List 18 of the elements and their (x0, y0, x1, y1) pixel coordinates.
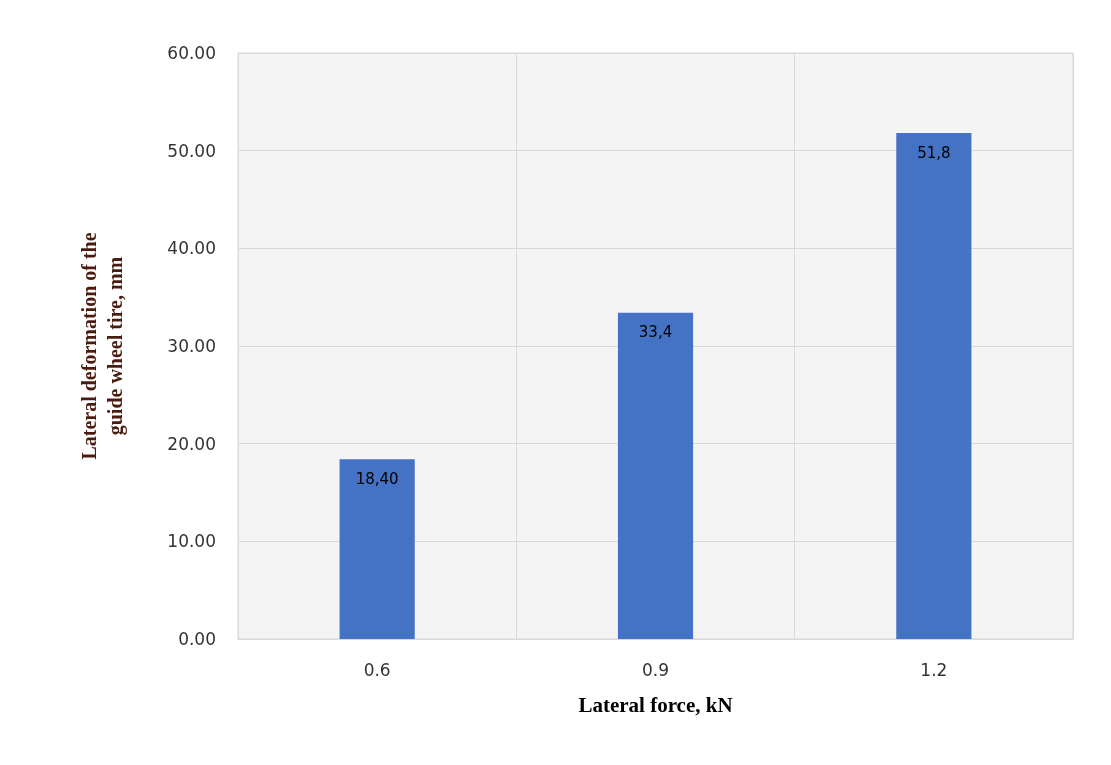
y-tick-label: 60.00 (167, 43, 216, 63)
x-tick-label: 0.6 (363, 659, 391, 680)
y-tick-label: 40.00 (167, 238, 216, 259)
bar (339, 459, 415, 639)
x-tick-label: 1.2 (920, 659, 948, 680)
y-tick-label: 0.00 (178, 629, 216, 649)
bar (896, 133, 972, 639)
data-label: 18,40 (355, 469, 399, 488)
y-tick-label: 30.00 (167, 336, 216, 356)
x-tick-label: 0.9 (641, 659, 670, 680)
x-axis-title: Lateral force, kN (578, 692, 733, 717)
y-axis-title: Lateral deformation of the guide wheel tire, mm (78, 232, 127, 460)
data-label: 51,8 (917, 143, 951, 162)
y-tick-label: 50.00 (167, 140, 216, 161)
data-label: 33,4 (638, 323, 673, 342)
y-tick-label: 20.00 (167, 433, 216, 454)
bar (617, 312, 694, 639)
y-tick-label: 10.00 (167, 531, 216, 552)
